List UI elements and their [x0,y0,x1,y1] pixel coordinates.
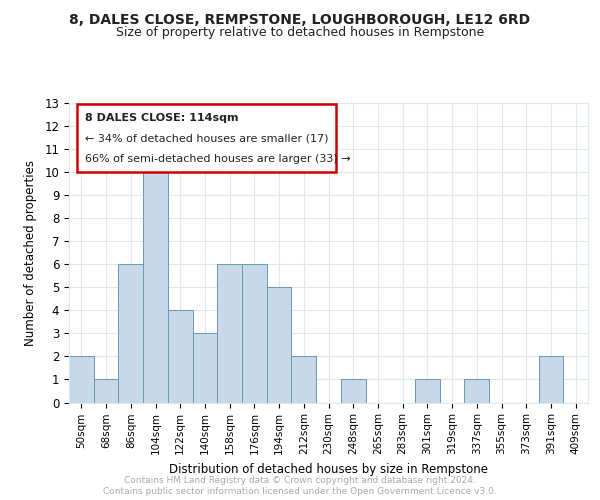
Bar [292,356,316,403]
Text: 8 DALES CLOSE: 114sqm: 8 DALES CLOSE: 114sqm [85,113,238,123]
Bar [464,380,489,402]
Text: Contains public sector information licensed under the Open Government Licence v3: Contains public sector information licen… [103,488,497,496]
Bar [168,310,193,402]
Bar [539,356,563,403]
FancyBboxPatch shape [77,104,336,172]
Text: Contains HM Land Registry data © Crown copyright and database right 2024.: Contains HM Land Registry data © Crown c… [124,476,476,485]
Text: 8, DALES CLOSE, REMPSTONE, LOUGHBOROUGH, LE12 6RD: 8, DALES CLOSE, REMPSTONE, LOUGHBOROUGH,… [70,12,530,26]
Bar [415,380,440,402]
Y-axis label: Number of detached properties: Number of detached properties [25,160,37,346]
Text: 66% of semi-detached houses are larger (33) →: 66% of semi-detached houses are larger (… [85,154,350,164]
Bar [217,264,242,402]
X-axis label: Distribution of detached houses by size in Rempstone: Distribution of detached houses by size … [169,462,488,475]
Bar [341,380,365,402]
Bar [94,380,118,402]
Bar [242,264,267,402]
Bar [267,287,292,403]
Text: ← 34% of detached houses are smaller (17): ← 34% of detached houses are smaller (17… [85,134,328,143]
Bar [118,264,143,402]
Bar [69,356,94,403]
Bar [193,334,217,402]
Text: Size of property relative to detached houses in Rempstone: Size of property relative to detached ho… [116,26,484,39]
Bar [143,148,168,402]
